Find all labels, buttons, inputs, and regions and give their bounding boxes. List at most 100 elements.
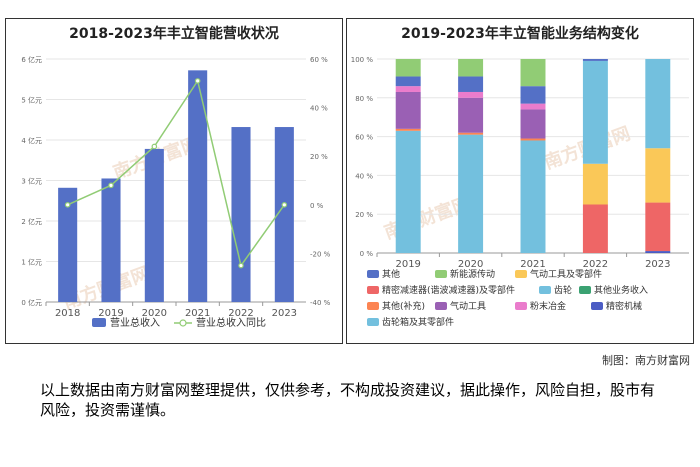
right-axis-tick-label: 60 % [310,56,328,64]
left-axis-tick-label: 5 亿元 [21,96,42,105]
x-axis-tick-label: 2019 [395,259,420,270]
stacked-segment [458,76,484,92]
yoy-growth-point [64,202,71,208]
legend-label: 齿轮箱及其零部件 [382,316,454,328]
yoy-growth-point [281,202,288,208]
right-axis-tick-label: 20 % [310,153,328,161]
stacked-segment [645,59,671,149]
revenue-chart-panel: 2018-2023年丰立智能营收状况 南方财富网南方财富网0 亿元1 亿元2 亿… [5,18,343,344]
stacked-segment [395,91,421,129]
legend-marker-yoy [179,319,187,327]
stacked-segment [458,59,484,77]
legend-swatch [539,286,551,294]
legend-swatch [435,302,447,310]
revenue-bar [274,127,294,302]
stacked-segment [582,59,608,61]
right-axis-tick-label: 0 % [310,202,324,210]
stacked-segment [458,134,484,253]
stacked-segment [395,76,421,87]
legend-swatch [435,270,447,278]
yoy-growth-point [151,143,158,150]
stacked-segment [395,86,421,92]
left-axis-tick-label: 3 亿元 [21,177,42,186]
legend-label-yoy: 营业总收入同比 [196,316,266,329]
revenue-bar [144,148,164,302]
x-axis-tick-label: 2020 [458,259,483,270]
stacked-segment [645,251,671,253]
y-axis-tick-label: 40 % [355,172,373,180]
legend-swatch [515,270,527,278]
stacked-segment [520,109,546,139]
x-axis-tick-label: 2023 [645,259,670,270]
left-axis-tick-label: 4 亿元 [21,136,42,145]
stacked-segment [395,59,421,77]
legend-label: 粉末冶金 [530,300,566,312]
stacked-segment [395,128,421,131]
stacked-segment [582,60,608,164]
stacked-segment [520,103,546,110]
chart-credit: 制图：南方财富网 [602,354,690,367]
legend-label: 其他 [382,268,400,280]
right-axis-tick-label: -20 % [310,250,331,258]
legend-label: 新能源传动 [450,268,495,280]
legend-swatch [515,302,527,310]
x-axis-tick-label: 2023 [272,308,297,319]
structure-chart: 南方财富网南方财富网0 %20 %40 %60 %80 %100 %201920… [351,56,689,328]
stacked-segment [645,202,671,252]
x-axis-tick-label: 2018 [55,308,80,319]
x-axis-tick-label: 2022 [583,259,608,270]
x-axis-tick-label: 2021 [185,308,210,319]
disclaimer-text: 以上数据由南方财富网整理提供，仅供参考，不构成投资建议，据此操作，风险自担，股市… [40,381,656,419]
left-axis-tick-label: 0 亿元 [21,298,42,307]
stacked-segment [520,138,546,141]
stacked-segment [520,59,546,87]
stacked-segment [520,140,546,253]
yoy-growth-point [238,262,244,269]
revenue-chart-title: 2018-2023年丰立智能营收状况 [69,26,279,42]
right-axis-tick-label: 40 % [310,105,328,113]
yoy-growth-point [194,78,201,84]
legend-swatch [367,286,379,294]
stacked-segment [395,130,421,253]
revenue-bar [58,187,78,302]
stacked-segment [582,204,608,253]
revenue-bar [101,178,121,302]
stacked-segment [458,91,484,98]
y-axis-tick-label: 100 % [351,56,374,64]
legend-label: 其他(补充) [382,300,425,312]
y-axis-tick-label: 0 % [360,250,374,258]
legend-label: 其他业务收入 [594,284,648,296]
revenue-chart: 南方财富网南方财富网0 亿元1 亿元2 亿元3 亿元4 亿元5 亿元6 亿元-4… [21,55,331,329]
x-axis-tick-label: 2019 [98,308,123,319]
x-axis-tick-label: 2022 [228,308,253,319]
legend-label: 气动工具 [450,300,486,312]
legend-swatch [591,302,603,310]
structure-chart-title: 2019-2023年丰立智能业务结构变化 [401,26,639,42]
stacked-segment [458,97,484,133]
legend-label: 齿轮 [554,284,572,296]
legend-label: 精密机械 [606,300,642,312]
x-axis-tick-label: 2021 [520,259,545,270]
left-axis-tick-label: 2 亿元 [21,217,42,226]
stacked-segment [645,148,671,203]
revenue-bar [188,70,208,302]
y-axis-tick-label: 20 % [355,211,373,219]
legend-label: 气动工具及零部件 [530,268,602,280]
legend-swatch [579,286,591,294]
legend-swatch-revenue [92,318,106,327]
x-axis-tick-label: 2020 [142,308,167,319]
yoy-growth-line [67,79,285,268]
left-axis-tick-label: 1 亿元 [21,258,42,267]
left-axis-tick-label: 6 亿元 [21,55,42,64]
legend-swatch [367,302,379,310]
legend-swatch [367,270,379,278]
right-axis-tick-label: -40 % [310,299,331,307]
y-axis-tick-label: 80 % [355,95,373,103]
revenue-bar [231,127,251,302]
yoy-growth-point [108,182,114,189]
stacked-segment [520,86,546,104]
legend-swatch [367,318,379,326]
y-axis-tick-label: 60 % [355,134,373,142]
stacked-segment [582,163,608,205]
structure-chart-panel: 2019-2023年丰立智能业务结构变化 南方财富网南方财富网0 %20 %40… [346,18,694,344]
